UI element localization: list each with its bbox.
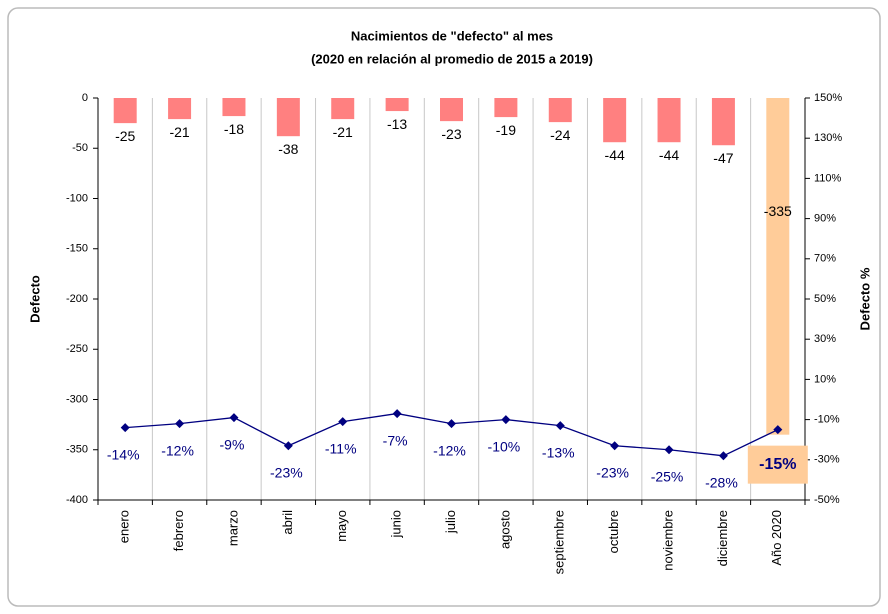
y-tick-label: -50 [72, 142, 88, 154]
y2-tick-label: 10% [814, 373, 836, 385]
x-tick-label: abril [280, 510, 295, 535]
y2-tick-label: 30% [814, 333, 836, 345]
bar-value-label: -24 [550, 127, 570, 143]
bar-value-label: -18 [224, 121, 244, 137]
line-marker [175, 419, 185, 429]
line-marker [392, 409, 402, 419]
line-value-label: -11% [325, 440, 357, 456]
y2-tick-label: 110% [814, 172, 842, 184]
bar [494, 98, 518, 118]
chart-frame [7, 7, 881, 607]
y-tick-label: -150 [66, 243, 88, 255]
x-tick-label: agosto [497, 510, 512, 549]
line-marker [501, 415, 511, 425]
y2-axis-title: Defecto % [857, 267, 872, 330]
y-axis-title: Defecto [27, 275, 42, 323]
bar-value-label: -335 [764, 203, 792, 219]
y-tick-label: -350 [66, 444, 88, 456]
line-value-label: -10% [488, 438, 521, 454]
bar [657, 98, 681, 143]
line-value-label: -23% [596, 464, 629, 480]
line-value-label: -14% [107, 446, 140, 462]
line-marker [447, 419, 456, 429]
line-marker [555, 421, 565, 431]
x-tick-label: febrero [171, 510, 186, 551]
bar [385, 98, 409, 112]
y-tick-label: -300 [66, 393, 88, 405]
bar [766, 98, 790, 435]
x-tick-label: diciembre [715, 510, 730, 566]
line-value-label: -28% [705, 474, 738, 490]
bar-value-label: -38 [278, 141, 298, 157]
y-tick-label: -200 [66, 293, 88, 305]
x-tick-label: octubre [606, 510, 621, 553]
x-tick-label: septiembre [552, 510, 567, 574]
y-tick-label: -250 [66, 343, 88, 355]
line-marker [773, 425, 783, 435]
y2-tick-label: -50% [814, 494, 840, 506]
bar-value-label: -44 [605, 147, 625, 163]
bar [113, 98, 137, 124]
y2-tick-label: 70% [814, 253, 836, 265]
y-tick-label: 0 [82, 92, 88, 104]
line-value-label: -12% [161, 442, 194, 458]
y2-tick-label: 150% [814, 92, 842, 104]
y-tick-label: -100 [66, 192, 88, 204]
y2-tick-label: -10% [814, 414, 840, 426]
x-tick-label: junio [389, 510, 404, 538]
y2-tick-label: 130% [814, 132, 842, 144]
bar [711, 98, 735, 146]
bar-value-label: -25 [115, 128, 135, 144]
line-value-label: -23% [270, 464, 303, 480]
bar-value-label: -21 [333, 124, 353, 140]
bar-value-label: -13 [387, 116, 407, 132]
bar [440, 98, 463, 122]
bar [276, 98, 300, 137]
bar-value-label: -23 [441, 126, 461, 142]
bar-value-label: -47 [713, 150, 733, 166]
y-tick-label: -400 [66, 494, 88, 506]
line-value-label: -15% [759, 456, 796, 473]
x-tick-label: mayo [334, 510, 349, 542]
y2-tick-label: 50% [814, 293, 836, 305]
x-tick-label: noviembre [660, 510, 675, 571]
bar [222, 98, 246, 117]
line-marker [664, 445, 674, 455]
highlight-label-box [747, 445, 808, 484]
bar-value-label: -21 [169, 124, 189, 140]
line-value-label: -9% [220, 436, 245, 452]
bar [168, 98, 192, 120]
y2-tick-label: -30% [814, 454, 840, 466]
line-marker [718, 451, 728, 461]
chart-title: Nacimientos de "defecto" al mes [351, 28, 553, 43]
line-marker [338, 417, 348, 427]
x-tick-label: Año 2020 [769, 510, 784, 566]
line-marker [229, 413, 239, 423]
line-value-label: -25% [651, 468, 684, 484]
bar [331, 98, 355, 120]
line-marker [610, 441, 620, 451]
line-value-label: -7% [383, 432, 408, 448]
bar [603, 98, 627, 143]
line-value-label: -12% [433, 442, 466, 458]
bar-value-label: -44 [659, 147, 679, 163]
bar [548, 98, 572, 123]
y2-tick-label: 90% [814, 213, 836, 225]
x-tick-label: marzo [225, 510, 240, 546]
bar-value-label: -19 [496, 122, 516, 138]
line-marker [283, 441, 293, 451]
chart-subtitle: (2020 en relación al promedio de 2015 a … [311, 51, 593, 66]
x-tick-label: enero [117, 510, 132, 543]
x-tick-label: julio [443, 510, 458, 534]
line-value-label: -13% [542, 444, 575, 460]
line-marker [120, 423, 130, 433]
